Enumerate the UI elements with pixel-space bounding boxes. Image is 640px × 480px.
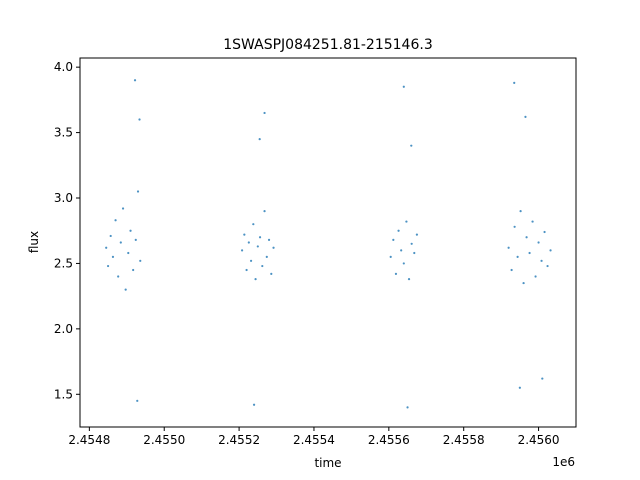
y-tick-label: 3.5 [54, 126, 73, 140]
x-axis-label: time [314, 456, 341, 470]
data-point [265, 255, 268, 258]
data-point [402, 85, 405, 88]
data-point [256, 245, 259, 248]
data-point [272, 246, 275, 249]
data-point [263, 111, 266, 115]
data-point [117, 275, 120, 278]
data-point [410, 242, 413, 245]
data-point [524, 115, 527, 118]
data-point [263, 209, 266, 213]
data-point [407, 278, 411, 281]
data-point [127, 251, 130, 255]
data-point [270, 272, 273, 276]
data-point [528, 251, 531, 255]
data-point [114, 219, 117, 222]
data-point [243, 233, 246, 236]
data-point [402, 262, 405, 265]
y-tick-label: 4.0 [54, 60, 73, 74]
data-point [247, 241, 250, 244]
data-point [389, 255, 392, 258]
data-point [534, 275, 537, 278]
data-point [252, 223, 255, 226]
data-point [513, 225, 516, 228]
data-point [261, 264, 264, 268]
data-point [139, 259, 142, 262]
data-point [134, 238, 137, 241]
y-tick-label: 1.5 [54, 387, 73, 401]
data-point [549, 249, 552, 252]
data-point [245, 268, 248, 272]
data-point [119, 241, 122, 244]
data-point [133, 79, 137, 82]
x-tick-label: 2.4548 [68, 433, 110, 447]
data-point [129, 229, 132, 232]
x-axis-ticks: 2.4548 2.4550 2.4552 2.4554 2.4556 2.4558 2.45… [68, 427, 560, 447]
data-point [132, 268, 135, 272]
x-tick-label: 2.4552 [218, 433, 260, 447]
data-point [138, 118, 141, 121]
y-tick-label: 2.0 [54, 322, 73, 336]
data-point [522, 281, 525, 285]
data-point [106, 264, 110, 268]
plot-frame [79, 57, 577, 428]
data-point [513, 81, 516, 84]
y-axis-label: flux [27, 231, 41, 253]
data-point [124, 288, 127, 291]
data-point [258, 236, 262, 239]
data-point [531, 220, 534, 223]
data-point [415, 233, 419, 236]
data-point [111, 255, 115, 258]
data-point [254, 278, 257, 281]
data-point [541, 377, 544, 380]
x-tick-label: 2.4558 [443, 433, 485, 447]
x-tick-label: 2.4560 [518, 433, 560, 447]
data-point [546, 264, 549, 268]
data-point [267, 238, 271, 241]
data-point [519, 209, 522, 213]
data-point [543, 230, 546, 234]
x-tick-label: 2.4554 [293, 433, 335, 447]
y-tick-label: 2.5 [54, 256, 73, 270]
data-point [540, 259, 543, 262]
x-tick-label: 2.4556 [368, 433, 410, 447]
data-point [394, 272, 398, 276]
y-tick-label: 3.0 [54, 191, 73, 205]
data-point [109, 234, 112, 238]
data-point [413, 251, 416, 255]
data-points [105, 79, 552, 409]
data-point [516, 255, 519, 258]
data-point [510, 268, 513, 272]
data-point [105, 246, 108, 249]
chart-title: 1SWASPJ084251.81-215146.3 [223, 37, 432, 53]
x-tick-label: 2.4550 [143, 433, 185, 447]
data-point [406, 406, 409, 409]
data-point [525, 236, 528, 239]
y-axis-ticks: 1.5 2.0 2.5 3.0 3.5 4.0 [54, 60, 80, 401]
data-point [405, 220, 408, 223]
data-point [249, 259, 253, 262]
data-point [410, 144, 413, 147]
data-point [240, 249, 244, 252]
data-point [258, 138, 261, 141]
data-point [121, 207, 125, 210]
data-point [400, 249, 403, 252]
data-point [392, 238, 395, 241]
data-point [252, 403, 256, 406]
data-point [136, 190, 140, 193]
x-offset-label: 1e6 [552, 455, 575, 469]
data-point [397, 229, 400, 232]
data-point [136, 399, 139, 402]
data-point [518, 386, 521, 389]
data-point [507, 246, 510, 249]
data-point [537, 241, 540, 244]
